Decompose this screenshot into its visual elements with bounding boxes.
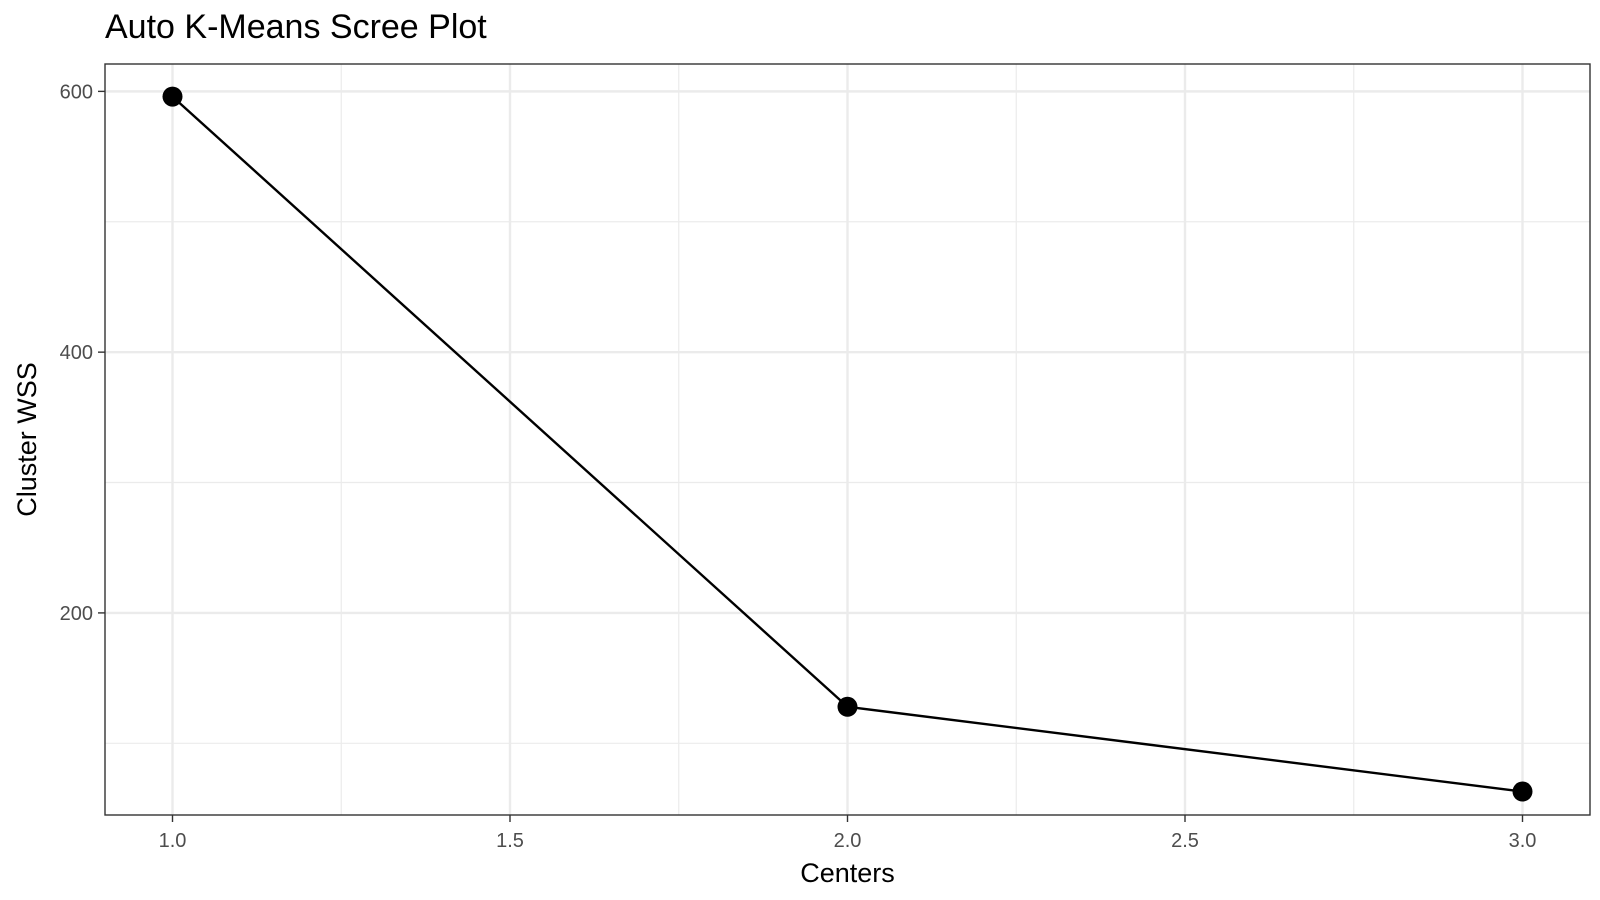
data-point (837, 696, 858, 717)
y-axis-title: Cluster WSS (12, 362, 42, 517)
x-tick-label: 3.0 (1509, 830, 1537, 852)
series-layer (162, 86, 1533, 802)
y-tick-label: 600 (60, 81, 93, 103)
x-axis-title: Centers (800, 858, 895, 888)
axis-tick-labels: 1.0 1.5 2.0 2.5 3.0 200 400 600 (60, 81, 1537, 852)
x-tick-label: 1.5 (496, 830, 524, 852)
data-point (162, 86, 183, 107)
y-tick-label: 400 (60, 342, 93, 364)
x-tick-label: 1.0 (159, 830, 187, 852)
data-point (1512, 781, 1533, 802)
axis-ticks (98, 90, 1524, 822)
x-tick-label: 2.0 (834, 830, 862, 852)
major-gridlines (105, 64, 1590, 815)
x-tick-label: 2.5 (1171, 830, 1199, 852)
y-tick-label: 200 (60, 603, 93, 625)
chart-title: Auto K-Means Scree Plot (105, 8, 487, 46)
